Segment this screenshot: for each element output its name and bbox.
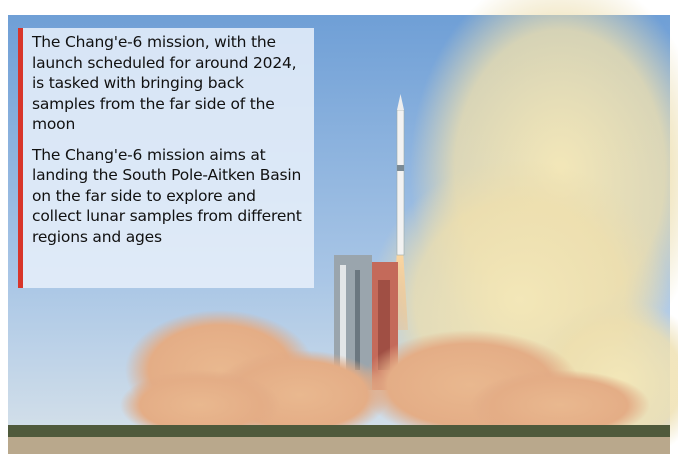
rocket: [397, 110, 404, 255]
caption-box: The Chang'e-6 mission, with the launch s…: [18, 28, 314, 288]
rocket-band: [397, 165, 404, 171]
page: The Chang'e-6 mission, with the launch s…: [0, 0, 678, 454]
caption-paragraph: The Chang'e-6 mission, with the launch s…: [32, 32, 306, 135]
caption-paragraph: The Chang'e-6 mission aims at landing th…: [32, 145, 306, 248]
ground: [8, 437, 670, 454]
tree-line: [8, 425, 670, 437]
accent-bar: [18, 28, 23, 288]
tower-detail: [355, 270, 360, 370]
